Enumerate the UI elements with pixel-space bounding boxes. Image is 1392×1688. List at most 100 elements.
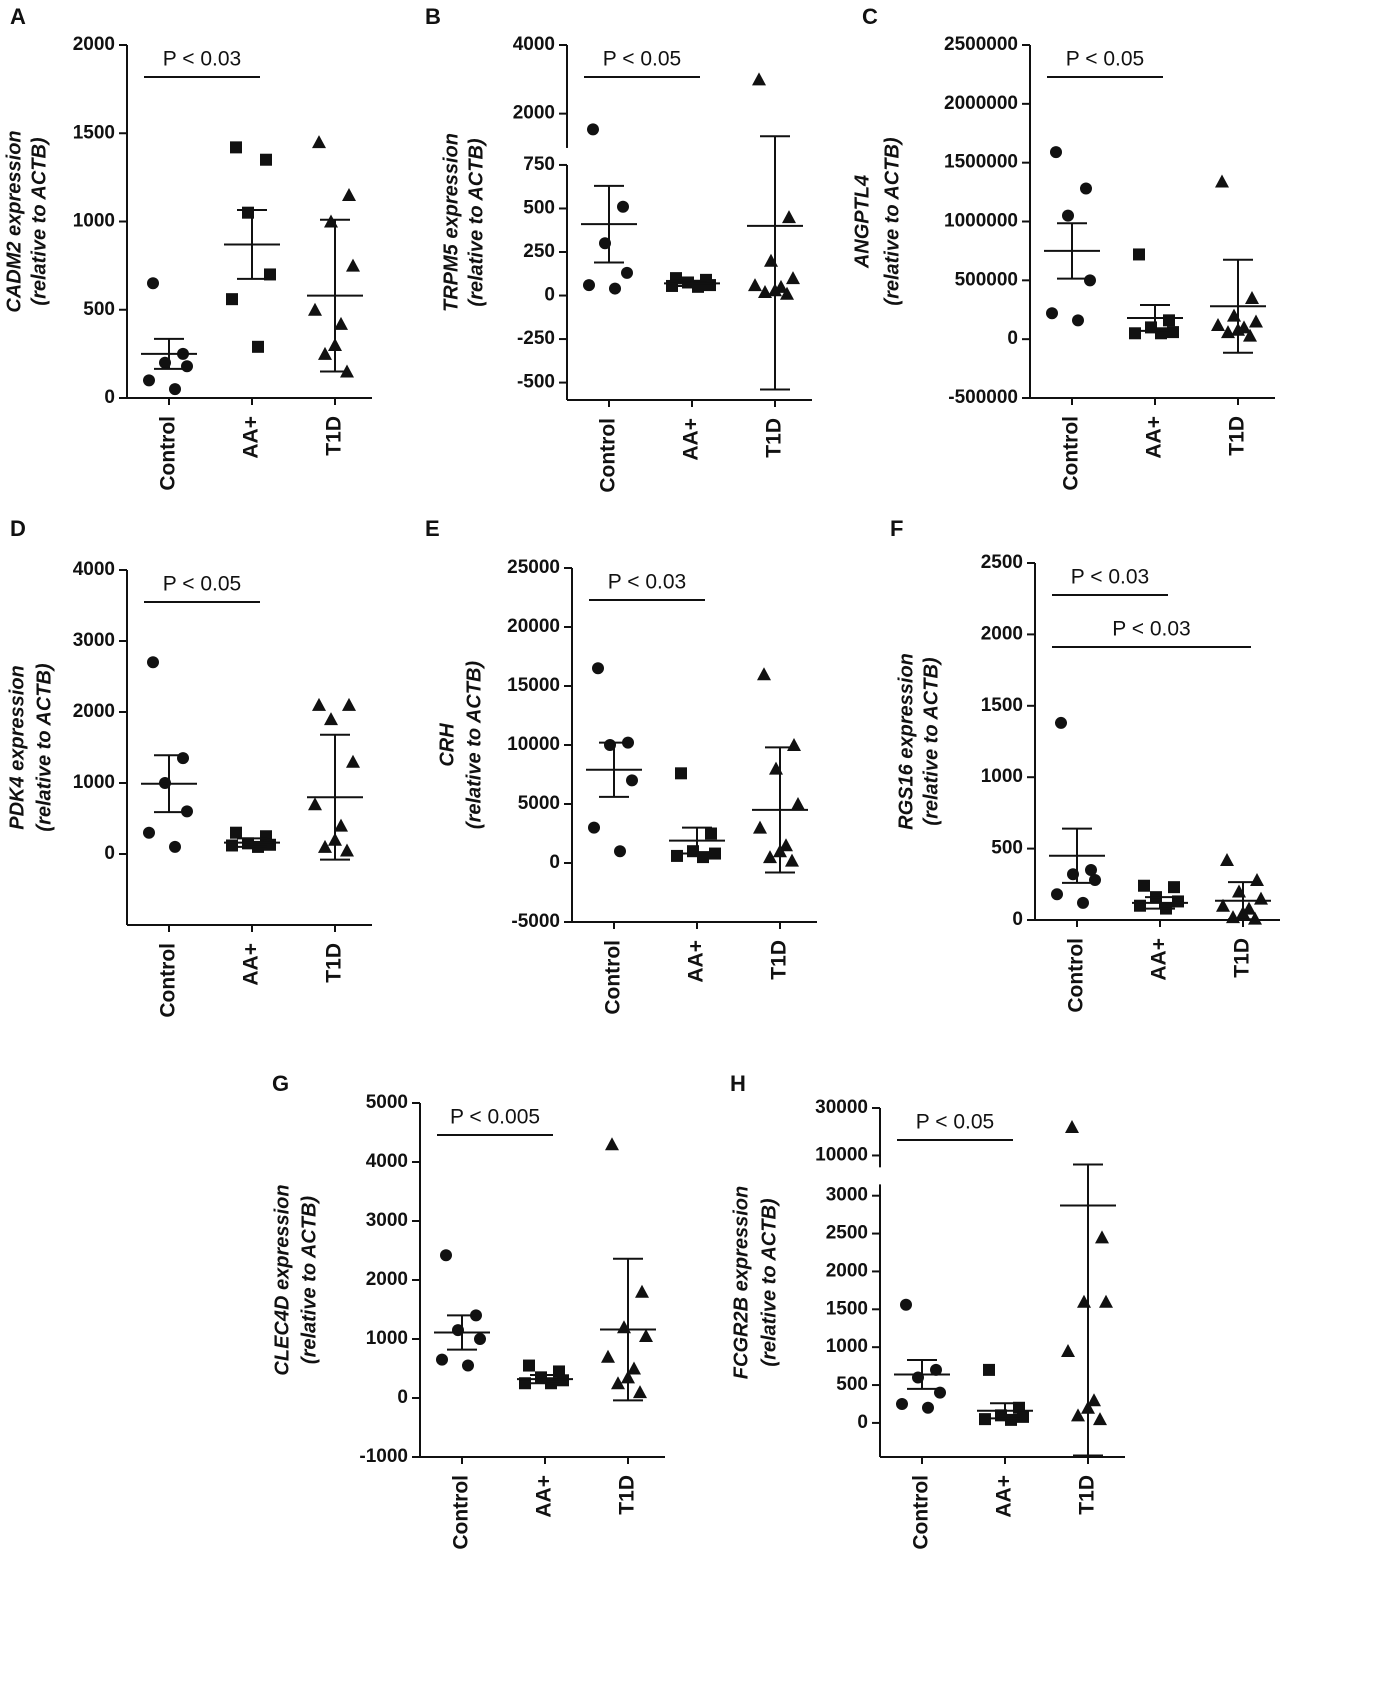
point bbox=[1005, 1413, 1017, 1426]
y-tick-label: 750 bbox=[523, 154, 555, 175]
point bbox=[181, 805, 193, 818]
point bbox=[1248, 911, 1262, 925]
panel: A CADM2 expression (relative to ACTB) 0 500 1… bbox=[3, 4, 372, 491]
point bbox=[587, 123, 599, 136]
point bbox=[342, 697, 356, 711]
point bbox=[763, 850, 777, 864]
point bbox=[787, 738, 801, 751]
point bbox=[601, 1349, 615, 1363]
point bbox=[264, 268, 276, 281]
y-tick-label: 2500 bbox=[981, 552, 1023, 573]
significance-label: P < 0.05 bbox=[916, 1111, 994, 1134]
y-tick-label: 1500000 bbox=[944, 152, 1018, 173]
point bbox=[462, 1359, 474, 1372]
y-tick-label: -5000 bbox=[511, 911, 560, 932]
point bbox=[1080, 182, 1092, 195]
point bbox=[1095, 1230, 1109, 1244]
point bbox=[1089, 874, 1101, 887]
point bbox=[1249, 314, 1263, 328]
point bbox=[752, 72, 766, 86]
y-tick-label: 15000 bbox=[507, 675, 560, 696]
point bbox=[523, 1359, 535, 1372]
point bbox=[260, 153, 272, 166]
y-tick-label: 0 bbox=[1007, 328, 1018, 349]
point bbox=[609, 282, 621, 295]
point bbox=[143, 374, 155, 387]
point bbox=[147, 277, 159, 290]
y-tick-label: 250 bbox=[523, 241, 555, 262]
y-tick-label: 2000 bbox=[366, 1269, 408, 1290]
y-tick-label: 500 bbox=[83, 299, 115, 320]
point bbox=[758, 285, 772, 299]
y-axis-title: ANGPTL4 bbox=[851, 175, 873, 269]
y-tick-label: 1000 bbox=[366, 1328, 408, 1349]
point bbox=[1093, 1412, 1107, 1426]
y-axis-title: (relative to ACTB) bbox=[881, 137, 903, 306]
point bbox=[611, 1376, 625, 1390]
y-tick-label: 1000 bbox=[826, 1336, 868, 1357]
point bbox=[621, 266, 633, 279]
y-tick-label: 2500000 bbox=[944, 34, 1018, 55]
significance-label: P < 0.03 bbox=[608, 571, 686, 594]
point bbox=[1061, 1343, 1075, 1357]
significance-label: P < 0.05 bbox=[603, 48, 681, 71]
point bbox=[1138, 879, 1150, 892]
point bbox=[264, 838, 276, 851]
point bbox=[592, 662, 604, 675]
y-tick-label: 2000 bbox=[981, 623, 1023, 644]
point bbox=[1065, 1119, 1079, 1133]
point bbox=[1072, 314, 1084, 327]
x-tick-label: Control bbox=[602, 940, 625, 1015]
point bbox=[143, 826, 155, 839]
x-tick-label: T1D bbox=[323, 416, 346, 456]
point bbox=[1133, 248, 1145, 261]
point bbox=[147, 656, 159, 669]
y-tick-label: 4000 bbox=[513, 34, 555, 55]
y-tick-label: 500 bbox=[836, 1374, 868, 1395]
point bbox=[252, 340, 264, 353]
panel-label: A bbox=[10, 4, 26, 29]
x-tick-label: T1D bbox=[616, 1475, 639, 1515]
point bbox=[780, 286, 794, 300]
point bbox=[626, 774, 638, 787]
point bbox=[340, 843, 354, 857]
x-tick-label: Control bbox=[450, 1475, 473, 1550]
point bbox=[639, 1329, 653, 1343]
point bbox=[312, 697, 326, 711]
x-tick-label: AA+ bbox=[533, 1475, 556, 1518]
panel-label: D bbox=[10, 516, 26, 541]
x-tick-label: AA+ bbox=[240, 416, 263, 459]
significance-label: P < 0.05 bbox=[1066, 48, 1144, 71]
point bbox=[1046, 307, 1058, 320]
point bbox=[671, 849, 683, 862]
point bbox=[1167, 326, 1179, 339]
point bbox=[930, 1363, 942, 1376]
point bbox=[614, 845, 626, 858]
x-tick-label: T1D bbox=[763, 418, 786, 458]
y-axis-title: (relative to ACTB) bbox=[920, 657, 942, 826]
point bbox=[346, 258, 360, 272]
y-tick-label: 500 bbox=[523, 197, 555, 218]
point bbox=[748, 278, 762, 292]
y-tick-label: 5000 bbox=[366, 1092, 408, 1113]
y-axis-title: CLEC4D expression bbox=[271, 1184, 293, 1375]
x-tick-label: AA+ bbox=[993, 1475, 1016, 1518]
panel-label: H bbox=[730, 1071, 746, 1096]
point bbox=[334, 818, 348, 832]
y-tick-label: 4000 bbox=[366, 1151, 408, 1172]
x-tick-label: Control bbox=[157, 943, 180, 1018]
y-axis-title: (relative to ACTB) bbox=[758, 1198, 780, 1367]
point bbox=[1062, 209, 1074, 222]
panel: E CRH (relative to ACTB) -5000 0 5000 10000 150… bbox=[425, 516, 817, 1015]
y-tick-label: 0 bbox=[104, 843, 115, 864]
y-axis-title: TRPM5 expression bbox=[440, 133, 462, 312]
point bbox=[557, 1374, 569, 1387]
point bbox=[1254, 891, 1268, 905]
point bbox=[440, 1249, 452, 1262]
point bbox=[169, 383, 181, 396]
point bbox=[791, 797, 805, 810]
point bbox=[312, 135, 326, 149]
x-tick-label: T1D bbox=[768, 940, 791, 980]
x-tick-label: Control bbox=[1065, 938, 1088, 1013]
x-tick-label: T1D bbox=[1231, 938, 1254, 978]
